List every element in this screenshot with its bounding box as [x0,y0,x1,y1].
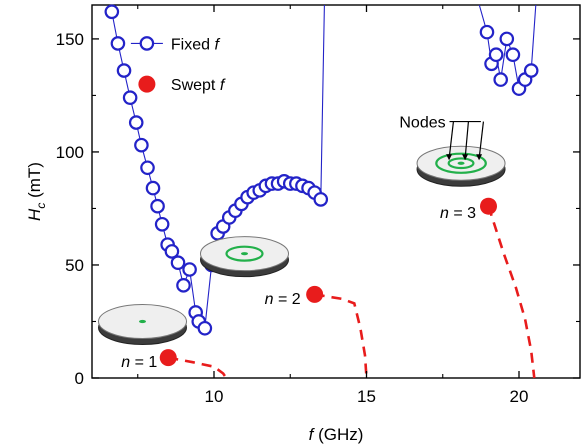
center-spot [457,161,465,165]
legend-label-swept: Swept f [171,77,226,94]
swept-f-point [159,349,177,367]
axis-labels: f (GHz) Hc (mT) [25,162,363,444]
node-arrow [478,121,485,160]
mode-label: n = 2 [265,291,301,308]
swept-f-point [480,197,497,215]
x-axis-label: f (GHz) [309,425,364,444]
fixed-f-point [128,115,144,130]
y-tick-label: 0 [75,369,84,388]
fixed-f-point [197,320,213,336]
swept-curves [168,205,536,379]
legend: Fixed f Swept f [130,36,226,94]
fixed-f-point [493,72,508,87]
x-tick-label: 20 [510,387,529,406]
node-arrowhead [446,154,453,161]
swept-f-dashed-curve [487,205,536,379]
node-arrow [464,121,470,160]
node-arrow [448,121,455,160]
legend-marker-swept [138,75,156,93]
fixed-f-point [170,255,186,271]
fixed-f-point [104,4,120,20]
node-arrowhead [476,154,483,161]
disk-insets [98,145,506,345]
fixed-f-point [122,90,138,105]
center-spot [241,252,248,256]
annotations: Nodes n = 1 n = 2 n = 3 [121,115,485,371]
y-tick-label: 150 [56,30,84,49]
mode-label: n = 3 [440,205,476,222]
fixed-f-point [154,216,170,232]
fixed-f-point [479,24,495,40]
fixed-f-point [313,192,329,207]
center-spot [139,319,146,324]
y-axis-label: Hc (mT) [25,162,48,221]
fixed-f-point [505,47,521,63]
fixed-f-point [488,47,504,63]
swept-f-dashed-curve [314,293,368,379]
axis-ticks: 10 15 20 0 50 100 150 [56,5,580,406]
swept-f-dashed-curve [168,356,228,379]
mode-label: n = 1 [121,354,157,371]
disk-inset [416,145,506,187]
plot-frame [91,4,581,379]
y-tick-label: 50 [65,256,84,275]
plot-border [91,4,581,379]
node-ring [435,152,487,174]
x-tick-label: 15 [357,387,376,406]
fixed-f-point [164,244,180,259]
fixed-f-point [145,180,161,196]
fixed-f-point [499,31,515,47]
disk-inset [98,303,187,345]
disk-inset [200,236,289,278]
fixed-f-point [116,63,132,78]
y-tick-label: 100 [56,143,84,162]
fixed-f-point [182,262,197,277]
fixed-f-point [523,63,539,78]
swept-f-points [159,197,497,367]
swept-f-point [306,285,324,303]
node-ring [225,245,264,262]
node-ring [447,157,475,170]
legend-label-fixed: Fixed f [171,36,221,53]
fixed-f-point [176,278,191,293]
nodes-label: Nodes [399,115,445,132]
fixed-f-point [134,137,149,153]
legend-marker-fixed [139,36,155,51]
fixed-f-point [140,160,155,176]
node-arrowhead [462,154,469,161]
fixed-f-point [110,36,126,51]
fixed-f-points [104,4,539,336]
x-tick-label: 10 [205,387,224,406]
fixed-f-point [150,198,165,214]
